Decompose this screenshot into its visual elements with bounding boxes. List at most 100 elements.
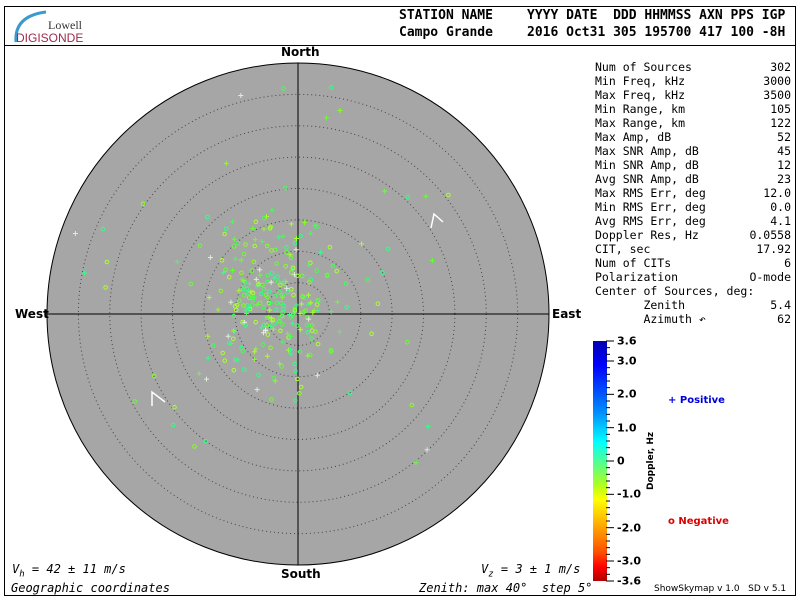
source-positive: [324, 115, 330, 121]
source-negative: [298, 233, 303, 239]
source-positive: [328, 309, 334, 315]
source-negative: [242, 279, 247, 285]
source-positive: [253, 346, 259, 352]
source-negative: [237, 298, 242, 303]
source-negative: [260, 282, 265, 288]
source-positive: [335, 299, 340, 305]
stat-label: Zenith: [595, 298, 686, 312]
source-negative: [307, 352, 313, 358]
stat-value: O-mode: [749, 270, 791, 284]
stat-value: 23: [777, 172, 791, 186]
source-positive: [281, 283, 287, 288]
source-negative: [301, 309, 307, 315]
source-negative: [285, 290, 291, 295]
source-negative: [289, 287, 294, 292]
source-negative: [304, 322, 310, 328]
legend-positive: + Positive: [668, 395, 725, 406]
legend-negative: o Negative: [668, 516, 729, 527]
source-positive: [252, 349, 258, 355]
stat-label: Polarization: [595, 270, 679, 284]
source-negative: [281, 303, 286, 309]
colorbar-title: Doppler, Hz: [646, 431, 656, 490]
source-negative: [222, 358, 227, 363]
source-negative: [284, 250, 289, 255]
source-positive: [241, 278, 247, 284]
source-positive: [196, 371, 202, 377]
source-negative: [269, 397, 274, 402]
source-positive: [280, 233, 286, 239]
stat-row: Max Range, km 122: [595, 116, 791, 130]
stat-label: Avg SNR Amp, dB: [595, 172, 699, 186]
stat-label: Azimuth ↶: [595, 312, 706, 326]
source-negative: [256, 281, 261, 287]
source-positive: [238, 93, 244, 98]
source-positive: [232, 256, 238, 262]
source-negative: [281, 86, 286, 91]
source-negative: [309, 328, 315, 333]
stat-value: 122: [770, 116, 791, 130]
source-negative: [290, 265, 296, 271]
source-negative: [330, 263, 336, 269]
source-positive: [308, 300, 314, 306]
frame: [4, 6, 796, 596]
source-negative: [347, 390, 353, 396]
source-negative: [343, 281, 349, 286]
source-negative: [282, 186, 288, 191]
stat-label: Num of CITs: [595, 256, 672, 270]
source-positive: [280, 279, 286, 285]
logo-lowell: Lowell: [48, 18, 82, 32]
source-negative: [375, 301, 381, 307]
source-positive: [174, 259, 180, 265]
source-negative: [293, 398, 298, 403]
source-negative: [243, 242, 248, 247]
source-negative: [280, 292, 285, 298]
stat-value: 12.0: [763, 186, 791, 200]
source-negative: [277, 290, 282, 295]
source-negative: [235, 240, 241, 246]
stat-label: Min SNR Amp, dB: [595, 158, 699, 172]
source-negative: [231, 244, 237, 249]
source-positive: [272, 378, 278, 384]
source-negative: [241, 303, 246, 308]
vh-readout: Vh = 42 ± 11 m/s: [12, 562, 126, 580]
drift-arrow-icon: [430, 212, 444, 229]
source-negative: [265, 273, 271, 278]
source-positive: [244, 311, 249, 316]
source-negative: [409, 402, 415, 408]
source-positive: [228, 299, 234, 305]
stat-row: Center of Sources, deg:: [595, 284, 791, 298]
source-positive: [314, 372, 320, 378]
source-negative: [275, 274, 280, 279]
source-positive: [289, 321, 295, 327]
source-negative: [223, 226, 229, 232]
source-negative: [132, 399, 137, 404]
source-positive: [337, 108, 343, 113]
source-negative: [309, 323, 315, 328]
source-positive: [297, 327, 303, 333]
source-negative: [249, 268, 255, 273]
source-positive: [257, 267, 263, 273]
stat-value: 6: [784, 256, 791, 270]
source-negative: [269, 248, 274, 253]
source-positive: [288, 333, 294, 339]
source-negative: [328, 85, 334, 90]
source-positive: [425, 424, 431, 430]
source-negative: [316, 298, 321, 304]
stat-row: Max Amp, dB 52: [595, 130, 791, 144]
source-positive: [306, 292, 311, 298]
source-negative: [405, 194, 411, 200]
source-positive: [206, 295, 212, 300]
source-negative: [265, 332, 271, 337]
stat-value: 52: [777, 130, 791, 144]
source-negative: [344, 305, 350, 310]
source-negative: [261, 304, 266, 310]
colorbar-tick-label: 1.0: [617, 421, 637, 435]
source-negative: [264, 243, 270, 249]
source-positive: [258, 325, 264, 331]
source-positive: [221, 270, 226, 276]
source-positive: [308, 231, 314, 236]
drift-arrow-icon: [151, 390, 166, 406]
source-negative: [242, 367, 247, 372]
source-negative: [295, 376, 300, 382]
source-negative: [274, 300, 280, 306]
